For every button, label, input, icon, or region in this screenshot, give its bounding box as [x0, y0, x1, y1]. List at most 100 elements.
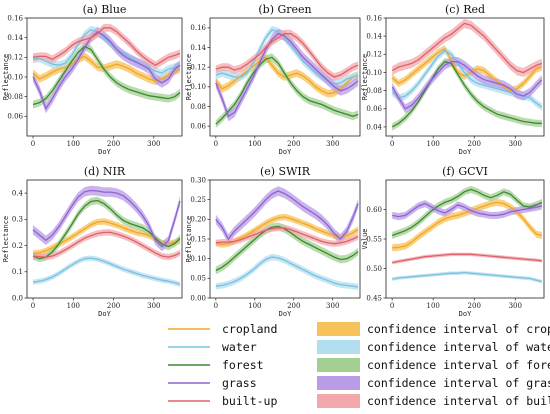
legend-ci-label-builtup: confidence interval of built-up: [367, 394, 550, 408]
y-axis-label: Value: [361, 228, 369, 249]
x-tick-label: 100: [67, 302, 80, 310]
y-tick-label: 0.05: [190, 275, 206, 283]
panel-plot-area: [391, 18, 543, 131]
series-line-grass: [32, 30, 181, 110]
y-tick-label: 0.2: [12, 242, 23, 250]
y-tick-label: 0.4: [12, 190, 24, 198]
series-line-forest: [215, 225, 359, 272]
y-tick-label: 0.06: [7, 113, 23, 121]
x-axis-label: DoY: [98, 310, 111, 318]
x-tick-label: 300: [147, 302, 160, 310]
panel-5: 0 100 200 300 0.00 0.05 0.10 0.15 0.20 0.25 0.30 (e…: [185, 165, 361, 318]
series-line-forest: [32, 45, 181, 106]
series-line-forest: [391, 60, 542, 128]
panel-plot-area: [391, 185, 543, 284]
panel-frame: [385, 17, 545, 137]
series-line-builtup: [215, 33, 359, 78]
ci-band-water: [392, 47, 542, 111]
y-tick-label: 0.08: [7, 93, 23, 101]
y-tick-label: 0.16: [190, 24, 206, 32]
x-tick-label: 200: [107, 140, 120, 148]
y-axis-label: Reflectance: [361, 54, 369, 100]
x-axis-label: DoY: [459, 148, 472, 156]
series-line-water: [32, 257, 181, 286]
series-line-builtup: [32, 231, 181, 258]
y-tick-label: 0.3: [12, 216, 23, 224]
x-tick-label: 100: [427, 140, 440, 148]
series-line-water: [392, 271, 543, 283]
panel-2: 0 100 200 300 0.06 0.08 0.10 0.12 0.14 0.16 (b) Gr…: [185, 3, 361, 156]
panel-frame: [26, 179, 183, 299]
series-line-builtup: [215, 227, 359, 245]
x-tick-label: 300: [509, 302, 522, 310]
y-tick-label: 0.06: [190, 123, 206, 131]
x-tick-label: 0: [214, 140, 218, 148]
x-tick-label: 0: [31, 140, 35, 148]
x-tick-label: 200: [468, 302, 481, 310]
ci-band-water: [392, 270, 542, 284]
y-tick-label: 0.14: [190, 44, 206, 52]
legend-swatch-builtup: [317, 394, 360, 408]
y-tick-label: 0.55: [366, 235, 382, 243]
ci-band-water: [33, 255, 180, 287]
y-axis-label: Reflectance: [2, 216, 10, 262]
x-axis-label: DoY: [98, 148, 111, 156]
ci-band-grass: [33, 185, 180, 252]
y-tick-label: 0.16: [7, 14, 23, 22]
panel-6: 0 100 200 300 0.45 0.50 0.55 0.60 (f) GCVI DoY Val…: [361, 165, 545, 318]
x-tick-label: 300: [509, 140, 522, 148]
x-tick-label: 200: [468, 140, 481, 148]
x-axis-label: DoY: [279, 310, 292, 318]
x-tick-label: 200: [287, 140, 300, 148]
y-tick-label: 0.12: [190, 64, 206, 72]
series-line-grass: [215, 190, 359, 241]
series-line-cropland: [32, 55, 181, 82]
x-tick-label: 100: [248, 140, 261, 148]
x-tick-label: 100: [248, 302, 261, 310]
panel-title: (c) Red: [445, 3, 485, 16]
legend-ci-label-cropland: confidence interval of cropland: [367, 322, 550, 336]
x-tick-label: 200: [107, 302, 120, 310]
panel-plot-area: [32, 23, 181, 114]
series-line-builtup: [391, 22, 543, 74]
legend-swatch-water: [317, 340, 360, 354]
ci-band-forest: [215, 53, 359, 129]
legend-ci-label-water: confidence interval of water: [367, 340, 550, 354]
panel-title: (e) SWIR: [260, 165, 311, 178]
y-tick-label: 0.10: [366, 69, 382, 77]
panel-title: (a) Blue: [83, 3, 127, 16]
series-line-cropland: [392, 201, 543, 249]
ci-band-builtup: [33, 23, 180, 70]
legend-label-forest: forest: [222, 358, 264, 372]
panel-4: 0 100 200 300 0.0 0.1 0.2 0.3 0.4 (d) NIR DoY Refle…: [2, 165, 183, 318]
y-tick-label: 0.60: [366, 206, 382, 214]
legend-swatch-grass: [317, 376, 360, 390]
y-tick-label: 0.50: [366, 265, 382, 273]
y-axis-label: Reflectance: [185, 54, 193, 100]
x-tick-label: 0: [390, 140, 394, 148]
x-tick-label: 0: [31, 302, 35, 310]
series-line-forest: [215, 56, 359, 125]
legend-swatch-cropland: [317, 322, 360, 336]
series-line-water: [32, 29, 181, 74]
series-line-forest: [32, 199, 181, 260]
y-tick-label: 0.14: [366, 33, 382, 41]
series-line-builtup: [392, 253, 542, 264]
y-tick-label: 0.20: [190, 216, 206, 224]
ci-band-cropland: [392, 45, 542, 95]
series-line-builtup: [32, 27, 181, 66]
ci-band-grass: [215, 28, 359, 122]
legend-label-cropland: cropland: [222, 322, 277, 336]
series-line-forest: [391, 188, 543, 237]
panel-frame: [385, 179, 545, 299]
y-tick-label: 0.15: [190, 235, 206, 243]
series-line-grass: [32, 189, 181, 248]
ci-band-builtup: [392, 252, 542, 265]
legend-ci-label-grass: confidence interval of grass: [367, 376, 550, 390]
x-tick-label: 100: [67, 140, 80, 148]
legend: cropland water forest grass built-up confiden…: [168, 322, 550, 408]
y-tick-label: 0.14: [7, 34, 23, 42]
panel-3: 0 100 200 300 0.04 0.06 0.08 0.10 0.12 0.14 0.16 (c…: [361, 3, 545, 156]
ci-band-forest: [33, 42, 180, 109]
panel-plot-area: [32, 185, 181, 287]
